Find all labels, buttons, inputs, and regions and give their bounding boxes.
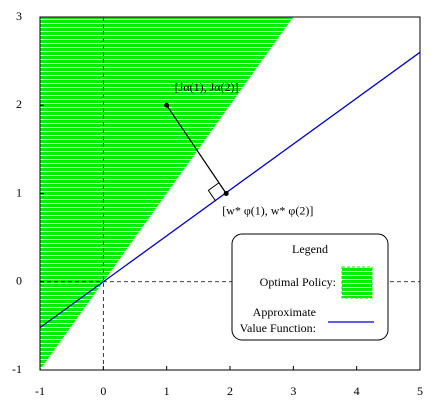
legend-swatch <box>341 266 373 299</box>
x-tick-label: 3 <box>290 384 296 398</box>
point <box>164 102 170 108</box>
y-tick-label: 3 <box>16 9 22 23</box>
y-tick-label: 2 <box>16 97 22 111</box>
x-tick-label: 4 <box>354 384 360 398</box>
y-tick-label: -1 <box>12 362 22 376</box>
point <box>223 191 229 196</box>
x-tick-label: -1 <box>35 384 45 398</box>
y-tick-label: 1 <box>16 185 22 199</box>
legend-box <box>231 233 389 341</box>
value-line <box>40 51 420 329</box>
point-label: [Jα(1), Jα(2)] <box>175 80 239 94</box>
legend-label: Value Function: <box>240 321 316 335</box>
projection <box>166 104 227 194</box>
x-tick-label: 1 <box>164 384 170 398</box>
x-tick-label: 2 <box>227 384 233 398</box>
right-angle <box>207 182 220 202</box>
legend-label: Optimal Policy: <box>260 275 336 289</box>
y-tick-label: 0 <box>16 274 22 288</box>
legend-label: Approximate <box>253 305 316 319</box>
legend-title: Legend <box>292 242 328 256</box>
x-tick-label: 5 <box>417 384 423 398</box>
point-label: [w* φ(1), w* φ(2)] <box>222 203 313 217</box>
x-tick-label: 0 <box>100 384 106 398</box>
